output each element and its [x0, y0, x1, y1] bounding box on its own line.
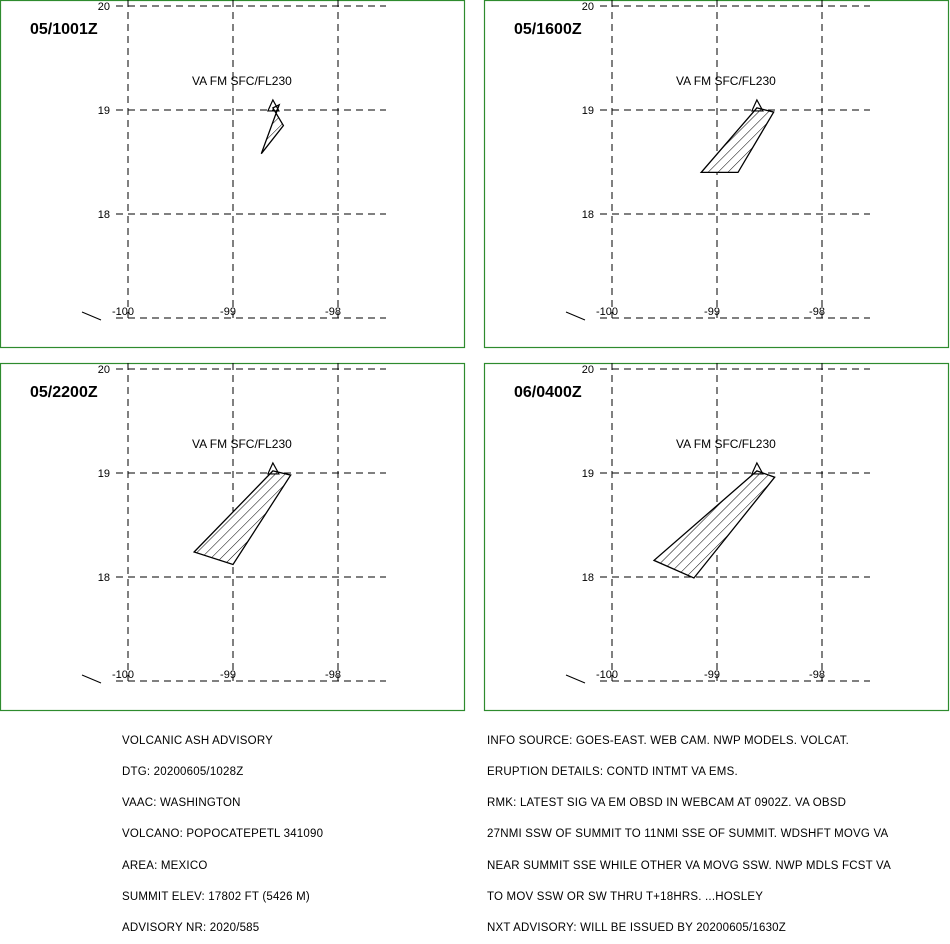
lat-tick-label: 20 — [98, 364, 110, 376]
va-map: 20 19 18 -100 -99 -98 06/0400Z VA FM SFC/FL230 — [483, 362, 950, 712]
volcano-triangle-icon — [750, 98, 764, 112]
volcano-triangle-icon — [750, 461, 764, 475]
lat-tick-label: 18 — [582, 572, 594, 584]
advisory-line: VOLCANO: POPOCATEPETL 341090 — [122, 828, 324, 841]
lat-tick-label: 20 — [582, 1, 594, 13]
remarks-line: 27NMI SSW OF SUMMIT TO 11NMI SSE OF SUMM… — [487, 828, 889, 841]
lat-tick-label: 19 — [582, 468, 594, 480]
lat-tick-label: 20 — [98, 1, 110, 13]
ash-cloud-polygon — [699, 107, 775, 174]
lat-tick-label: 19 — [98, 468, 110, 480]
coastline-fragment — [565, 311, 586, 321]
lat-tick-label: 18 — [98, 572, 110, 584]
advisory-line: DTG: 20200605/1028Z — [122, 766, 244, 779]
lat-tick-label: 19 — [582, 105, 594, 117]
advisory-line: VOLCANIC ASH ADVISORY — [122, 734, 273, 747]
remarks-line: ERUPTION DETAILS: CONTD INTMT VA EMS. — [487, 766, 738, 779]
lat-tick-label: 18 — [582, 209, 594, 221]
lon-tick-label: -98 — [809, 669, 825, 681]
remarks-line: NEAR SUMMIT SSE WHILE OTHER VA MOVG SSW.… — [487, 859, 891, 872]
volcano-triangle-icon — [266, 461, 280, 475]
coastline-fragment — [81, 674, 102, 684]
advisory-line: VAAC: WASHINGTON — [122, 797, 241, 810]
va-map: 20 19 18 -100 -99 -98 05/1600Z VA FM SFC/FL230 — [483, 0, 950, 349]
va-map: 20 19 18 -100 -99 -98 05/2200Z VA FM SFC/FL230 — [0, 362, 466, 712]
forecast-panel-4: 20 19 18 -100 -99 -98 06/0400Z VA FM SFC/FL230 — [483, 362, 950, 712]
lon-tick-label: -100 — [596, 669, 618, 681]
advisory-line: ADVISORY NR: 2020/585 — [122, 922, 260, 935]
ash-cloud-polygon — [192, 470, 292, 566]
lon-tick-label: -98 — [325, 669, 341, 681]
lat-tick-label: 18 — [98, 209, 110, 221]
remarks-line: NXT ADVISORY: WILL BE ISSUED BY 20200605… — [487, 922, 786, 935]
coastline-fragment — [81, 311, 102, 321]
lat-tick-label: 19 — [98, 105, 110, 117]
valid-time-title: 06/0400Z — [514, 384, 582, 401]
advisory-line: SUMMIT ELEV: 17802 FT (5426 M) — [122, 890, 310, 903]
coastline-fragment — [565, 674, 586, 684]
forecast-panel-2: 20 19 18 -100 -99 -98 05/1600Z VA FM SFC/FL230 — [483, 0, 950, 349]
lon-tick-label: -100 — [112, 669, 134, 681]
advisory-remarks-block: INFO SOURCE: GOES-EAST. WEB CAM. NWP MOD… — [487, 715, 891, 944]
lon-tick-label: -100 — [596, 306, 618, 318]
valid-time-title: 05/2200Z — [30, 384, 98, 401]
ash-cloud-polygon — [260, 103, 285, 155]
volcano-triangle-icon — [266, 98, 280, 112]
advisory-line: AREA: MEXICO — [122, 859, 208, 872]
advisory-header-block: VOLCANIC ASH ADVISORY DTG: 20200605/1028… — [122, 715, 323, 944]
forecast-panel-1: 20 19 18 -100 -99 -98 05/1001Z VA FM SFC/FL230 — [0, 0, 466, 349]
remarks-line: TO MOV SSW OR SW THRU T+18HRS. ...HOSLEY — [487, 890, 764, 903]
remarks-line: INFO SOURCE: GOES-EAST. WEB CAM. NWP MOD… — [487, 734, 850, 747]
ash-layer-label: VA FM SFC/FL230 — [676, 437, 776, 451]
lat-tick-label: 20 — [582, 364, 594, 376]
ash-layer-label: VA FM SFC/FL230 — [676, 74, 776, 88]
lon-tick-label: -99 — [704, 306, 720, 318]
forecast-panel-3: 20 19 18 -100 -99 -98 05/2200Z VA FM SFC/FL230 — [0, 362, 466, 712]
remarks-line: RMK: LATEST SIG VA EM OBSD IN WEBCAM AT … — [487, 797, 847, 810]
va-map: 20 19 18 -100 -99 -98 05/1001Z VA FM SFC/FL230 — [0, 0, 466, 349]
lon-tick-label: -100 — [112, 306, 134, 318]
lon-tick-label: -99 — [704, 669, 720, 681]
ash-layer-label: VA FM SFC/FL230 — [192, 74, 292, 88]
ash-cloud-polygon — [652, 470, 776, 579]
lon-tick-label: -98 — [809, 306, 825, 318]
valid-time-title: 05/1600Z — [514, 21, 582, 38]
lon-tick-label: -99 — [220, 669, 236, 681]
ash-layer-label: VA FM SFC/FL230 — [192, 437, 292, 451]
lon-tick-label: -99 — [220, 306, 236, 318]
valid-time-title: 05/1001Z — [30, 21, 98, 38]
lon-tick-label: -98 — [325, 306, 341, 318]
